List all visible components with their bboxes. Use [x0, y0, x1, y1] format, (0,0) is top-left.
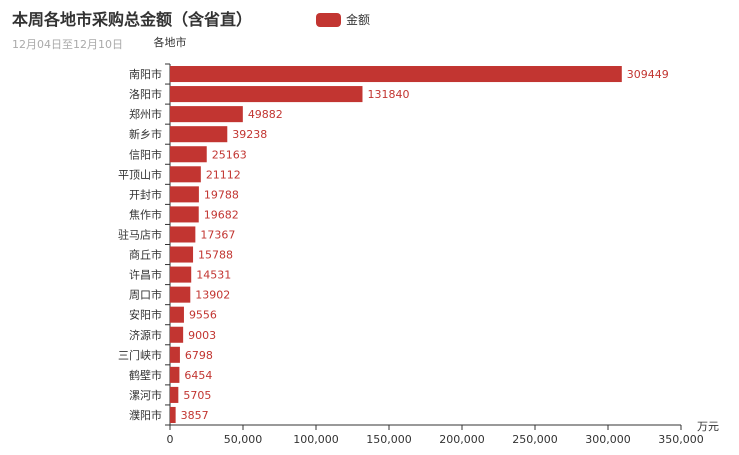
y-tick-label: 南阳市 [129, 67, 162, 81]
data-label: 309449 [627, 68, 669, 81]
x-tick-label: 0 [167, 433, 174, 446]
bar [170, 106, 243, 123]
bar [170, 306, 184, 323]
bar [170, 66, 622, 83]
y-tick-label: 洛阳市 [129, 87, 162, 101]
x-tick-label: 200,000 [439, 433, 485, 446]
y-tick-label: 新乡市 [129, 127, 162, 141]
bar [170, 226, 196, 243]
y-tick-label: 郑州市 [129, 107, 162, 121]
x-tick-label: 50,000 [224, 433, 263, 446]
bar [170, 406, 176, 423]
y-tick-label: 平顶山市 [118, 167, 162, 181]
y-tick-label: 三门峡市 [118, 348, 162, 362]
bar [170, 186, 199, 203]
bar [170, 266, 192, 283]
data-label: 17367 [200, 228, 235, 241]
data-label: 19788 [204, 188, 239, 201]
legend-swatch-icon [316, 12, 341, 27]
bar [170, 86, 363, 103]
data-label: 15788 [198, 249, 233, 262]
data-label: 6798 [185, 349, 213, 362]
y-tick-label: 信阳市 [129, 147, 162, 161]
x-tick-label: 300,000 [585, 433, 631, 446]
x-axis-label: 万元 [697, 420, 719, 433]
bar [170, 366, 180, 383]
data-label: 49882 [248, 108, 283, 121]
data-label: 9556 [189, 309, 217, 322]
data-label: 39238 [232, 128, 267, 141]
data-label: 3857 [181, 409, 209, 422]
y-tick-label: 焦作市 [129, 207, 162, 221]
bar [170, 166, 201, 183]
data-label: 21112 [206, 168, 241, 181]
data-label: 6454 [184, 369, 212, 382]
legend-label: 金额 [346, 13, 371, 27]
y-tick-label: 开封市 [129, 187, 162, 201]
x-tick-label: 250,000 [512, 433, 558, 446]
bar [170, 386, 179, 403]
bar [170, 246, 194, 263]
y-tick-label: 济源市 [129, 328, 162, 342]
y-tick-label: 周口市 [129, 288, 162, 302]
y-tick-label: 安阳市 [129, 308, 162, 322]
data-label: 13902 [195, 289, 230, 302]
chart-title: 本周各地市采购总金额（含省直） [12, 10, 253, 29]
y-tick-label: 鹤壁市 [129, 368, 162, 382]
x-tick-label: 150,000 [366, 433, 412, 446]
data-label: 25163 [212, 148, 247, 161]
bar [170, 346, 180, 363]
y-axis-label: 各地市 [154, 35, 187, 49]
bar [170, 146, 207, 163]
data-label: 19682 [204, 208, 239, 221]
bar [170, 126, 228, 143]
y-tick-label: 濮阳市 [129, 408, 162, 422]
y-tick-label: 漯河市 [129, 388, 162, 402]
x-tick-label: 350,000 [658, 433, 704, 446]
data-label: 131840 [367, 88, 409, 101]
data-label: 5705 [183, 389, 211, 402]
bar [170, 326, 184, 343]
bar [170, 286, 191, 303]
legend-item-amount[interactable]: 金额 [316, 11, 370, 28]
y-tick-label: 驻马店市 [118, 227, 162, 241]
y-tick-label: 商丘市 [129, 248, 162, 262]
y-tick-label: 许昌市 [129, 268, 162, 282]
data-label: 9003 [188, 329, 216, 342]
chart-subtitle: 12月04日至12月10日 [12, 38, 123, 51]
bar [170, 206, 199, 223]
x-tick-label: 100,000 [293, 433, 339, 446]
data-label: 14531 [196, 269, 231, 282]
